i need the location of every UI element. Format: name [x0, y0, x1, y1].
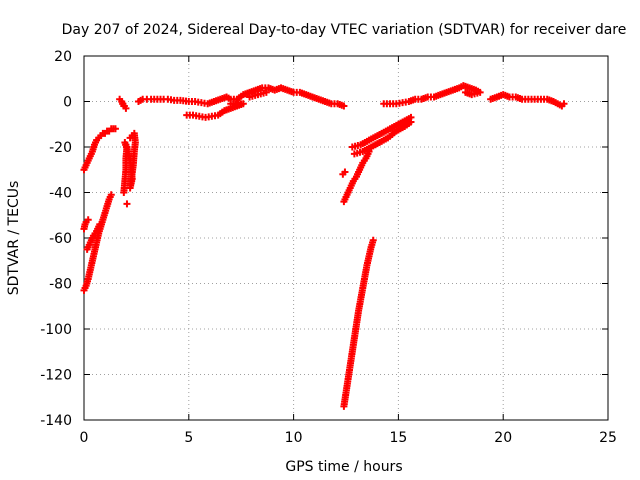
x-tick-label: 10 — [285, 430, 303, 446]
series-arc-n — [380, 82, 484, 108]
series-arc-b — [83, 220, 104, 253]
y-tick-label: -60 — [49, 231, 72, 247]
data-point — [126, 134, 134, 142]
y-tick-label: -140 — [40, 413, 72, 429]
data-points — [80, 82, 568, 410]
y-tick-label: -20 — [49, 140, 72, 156]
data-point — [227, 100, 235, 108]
y-tick-label: 20 — [54, 49, 72, 65]
series-arc-f — [116, 95, 130, 112]
series-arc-e — [120, 129, 139, 208]
x-tick-label: 20 — [494, 430, 512, 446]
data-point — [84, 216, 92, 224]
series-arc-g — [134, 84, 348, 110]
grid — [84, 56, 608, 420]
data-point — [262, 88, 270, 96]
data-point — [96, 220, 104, 228]
series-arc-d — [80, 125, 119, 174]
data-point — [407, 118, 415, 126]
plot-frame — [83, 55, 609, 421]
series-arc-h — [183, 100, 247, 121]
y-axis-label: SDTVAR / TECUs — [6, 181, 22, 296]
data-point — [123, 200, 131, 208]
x-axis-label: GPS time / hours — [285, 459, 402, 475]
x-tick-label: 0 — [80, 430, 89, 446]
x-tick-label: 5 — [184, 430, 193, 446]
y-tick-label: -120 — [40, 368, 72, 384]
data-point — [107, 191, 115, 199]
data-point — [341, 168, 349, 176]
data-point — [111, 125, 119, 133]
chart-title: Day 207 of 2024, Sidereal Day-to-day VTE… — [62, 22, 627, 38]
x-tick-label: 25 — [599, 430, 617, 446]
data-point — [119, 100, 127, 108]
series-arc-m — [350, 118, 415, 158]
data-point — [461, 88, 469, 96]
data-point — [369, 236, 377, 244]
y-tick-label: 0 — [63, 95, 72, 111]
y-tick-label: -80 — [49, 277, 72, 293]
series-arc-a — [80, 191, 115, 294]
data-point — [340, 102, 348, 110]
y-tick-label: -40 — [49, 186, 72, 202]
series-arc-l — [348, 113, 415, 151]
x-tick-label: 15 — [389, 430, 407, 446]
series-arc-c — [80, 216, 92, 233]
series-arc-k — [339, 168, 349, 178]
data-point — [560, 100, 568, 108]
series-arc-j — [340, 148, 373, 206]
series-arc-o — [487, 91, 568, 110]
y-tick-label: -100 — [40, 322, 72, 338]
series-arc-i — [340, 236, 377, 410]
axis-ticks: -140 -120 -100 -80 -60 -40 -20 0 20 0 5 10 15 20 25 — [40, 49, 617, 446]
